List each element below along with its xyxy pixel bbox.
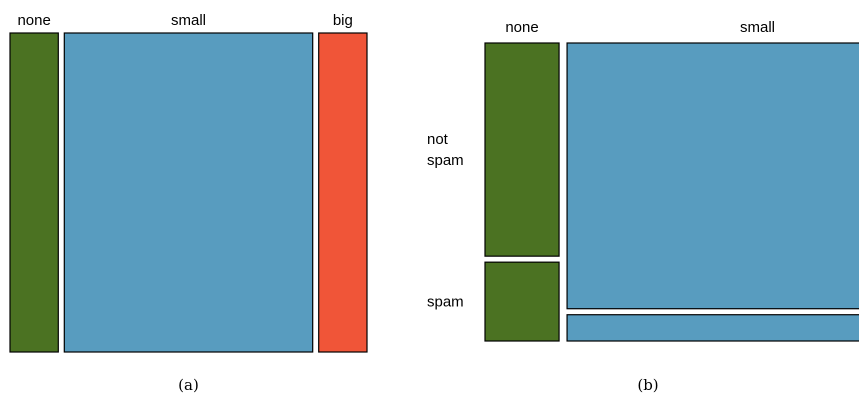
row-label-spam: spam bbox=[427, 294, 464, 311]
mosaic-b-tile-small-not-spam bbox=[566, 42, 859, 310]
mosaic-a-tile-big bbox=[318, 32, 368, 353]
column-label-big: big bbox=[333, 12, 353, 29]
column-label-none: none bbox=[505, 19, 538, 36]
mosaic-panel-a: none small big (a) bbox=[9, 12, 368, 394]
mosaic-panel-b: nonesmallbignotspamspam(b) bbox=[427, 19, 859, 394]
row-label-not-spam: not spam bbox=[427, 131, 464, 169]
panel-label-a: (a) bbox=[178, 376, 199, 394]
column-label-small: small bbox=[740, 19, 775, 36]
column-label-small: small bbox=[171, 12, 206, 29]
panel-label-b: (b) bbox=[637, 376, 658, 394]
mosaic-b-tile-none-not-spam bbox=[484, 42, 560, 257]
mosaic-b-tile-small-spam bbox=[566, 314, 859, 342]
column-label-none: none bbox=[17, 12, 50, 29]
mosaic-b-tile-none-spam bbox=[484, 261, 560, 342]
mosaic-a-tile-none bbox=[9, 32, 59, 353]
mosaic-a-tile-small bbox=[63, 32, 314, 353]
